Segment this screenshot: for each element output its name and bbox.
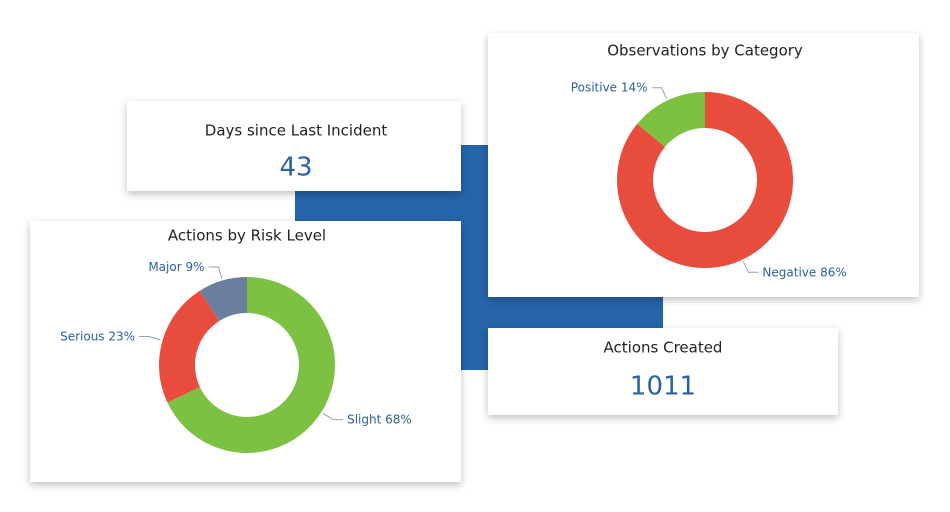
label-value: 23%: [108, 329, 135, 343]
donut-slice: [199, 277, 247, 322]
chart-title: Actions by Risk Level: [168, 227, 326, 245]
label-value: 68%: [385, 412, 412, 426]
leader-line: [742, 261, 759, 273]
kpi-title: Actions Created: [604, 339, 723, 357]
card: [488, 328, 838, 415]
leader-line: [208, 266, 223, 279]
data-label: Major 9%: [148, 260, 204, 274]
donut-slice: [637, 92, 705, 147]
chart-title: Observations by Category: [607, 42, 803, 60]
label-category: Positive: [571, 80, 617, 94]
label-value: 14%: [621, 80, 648, 94]
kpi-value: 1011: [630, 372, 696, 402]
label-value: 86%: [820, 265, 847, 279]
label-category: Serious: [60, 329, 104, 343]
label-category: Major: [148, 260, 181, 274]
data-label: Slight 68%: [347, 412, 412, 426]
donut-slice: [159, 290, 220, 403]
kpi-value: 43: [279, 153, 312, 183]
kpi-title: Days since Last Incident: [205, 122, 388, 140]
leader-line: [651, 87, 668, 99]
donut-slice: [617, 92, 794, 268]
data-label: Serious 23%: [60, 329, 135, 343]
label-value: 9%: [185, 260, 204, 274]
label-category: Slight: [347, 412, 382, 426]
label-category: Negative: [762, 265, 816, 279]
card: [127, 101, 461, 191]
data-label: Negative 86%: [762, 265, 846, 279]
leader-line: [322, 412, 344, 421]
donut-slice: [167, 277, 335, 453]
leader-line: [139, 336, 161, 341]
data-label: Positive 14%: [571, 80, 648, 94]
